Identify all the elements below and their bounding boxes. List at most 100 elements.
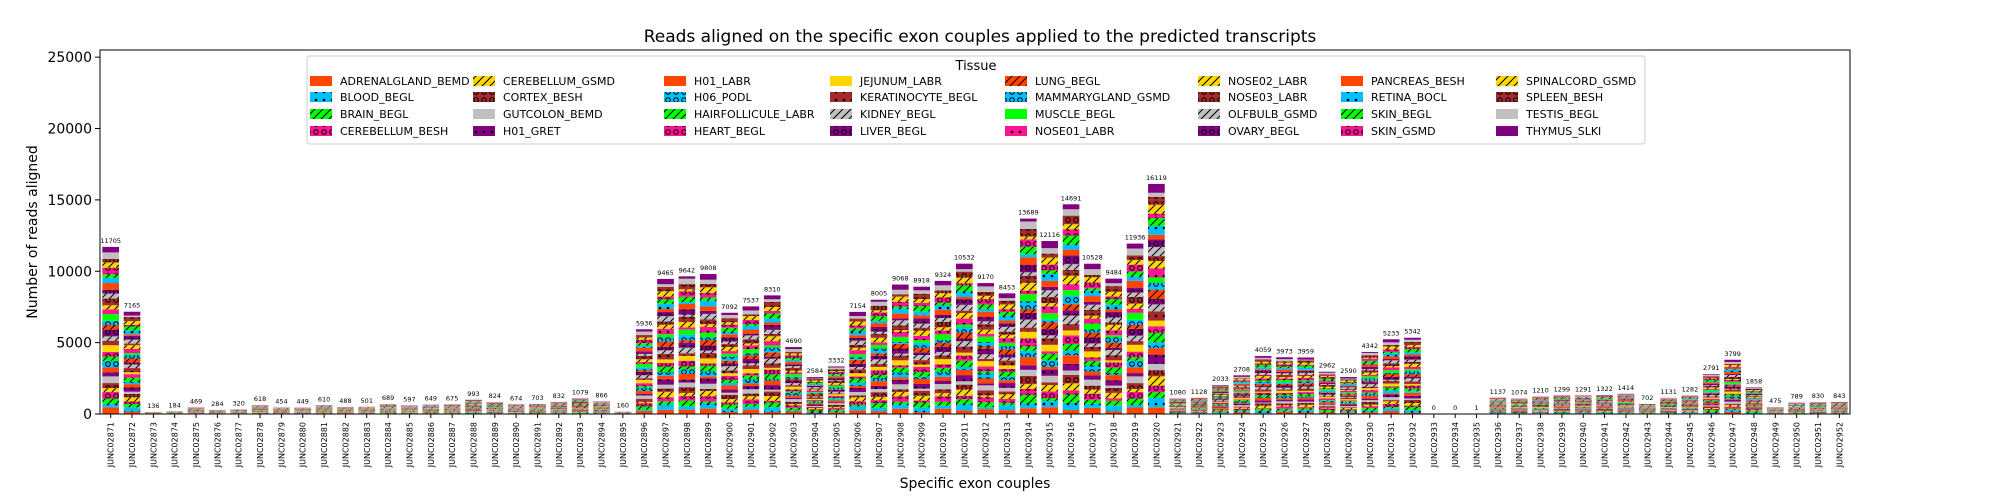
bar-segment <box>956 355 973 361</box>
legend-label: PANCREAS_BESH <box>1371 75 1465 88</box>
data-label: 9642 <box>679 266 696 274</box>
bar-segment <box>827 369 845 372</box>
data-label: 7537 <box>743 296 760 304</box>
bar-segment <box>849 331 866 336</box>
x-tick-label: JUNC02918 <box>1110 422 1119 468</box>
bar-segment <box>123 391 141 395</box>
bar-segment <box>1745 398 1763 400</box>
bar-segment <box>1404 392 1421 396</box>
bar-stack <box>1596 395 1613 414</box>
data-label: 2584 <box>807 367 824 375</box>
bar-segment <box>1041 248 1059 254</box>
bar-segment <box>1532 408 1549 410</box>
bar-segment <box>1382 379 1400 381</box>
x-tick-label: JUNC02912 <box>982 422 991 468</box>
bar-segment <box>1105 355 1123 361</box>
bar-segment <box>1660 410 1677 411</box>
x-tick-label: JUNC02939 <box>1558 422 1567 468</box>
bar-segment <box>1382 342 1400 345</box>
bar-segment <box>1020 301 1037 310</box>
bar-segment <box>1233 382 1251 384</box>
bar-segment <box>1340 387 1357 389</box>
data-label: 11705 <box>100 237 121 245</box>
bar-segment <box>1532 399 1549 400</box>
bar-segment <box>806 398 824 400</box>
bar-segment <box>742 385 760 390</box>
legend-swatch <box>1198 109 1220 119</box>
bar-segment <box>891 401 909 405</box>
data-label: 8453 <box>999 283 1016 291</box>
bar-segment <box>1510 403 1528 405</box>
bar-segment <box>998 394 1016 400</box>
bar-segment <box>1510 401 1528 403</box>
bar-segment <box>1105 360 1123 363</box>
bar-segment <box>1318 402 1336 404</box>
bar-segment <box>1617 393 1635 395</box>
bar-segment <box>1254 384 1272 387</box>
bar-segment <box>1404 391 1421 393</box>
bar-segment <box>1660 401 1677 402</box>
bar-segment <box>763 358 781 364</box>
bar-segment <box>1041 303 1059 307</box>
x-tick-label: JUNC02888 <box>469 422 478 468</box>
bar-segment <box>1660 398 1677 400</box>
bar-segment <box>1254 369 1272 371</box>
bar-segment <box>913 372 930 377</box>
bar-segment <box>870 301 888 306</box>
bar-segment <box>1660 403 1677 405</box>
bar-segment <box>1020 246 1037 255</box>
bar-segment <box>1617 400 1635 401</box>
bar-segment <box>1297 399 1315 402</box>
bar-segment <box>1190 407 1208 409</box>
bar-segment <box>1745 391 1763 393</box>
x-tick-label: JUNC02878 <box>256 422 265 468</box>
bar-segment <box>1489 405 1507 406</box>
bar-segment <box>785 407 802 411</box>
bar-segment <box>1062 255 1080 265</box>
bar-segment <box>870 353 888 356</box>
bar-segment <box>102 403 119 408</box>
bar-segment <box>1254 367 1272 370</box>
bar-segment <box>934 393 952 397</box>
bar-segment <box>1318 412 1336 414</box>
bar-segment <box>785 347 802 350</box>
bar-segment <box>1340 396 1357 398</box>
x-tick-label: JUNC02940 <box>1579 422 1588 468</box>
bar-segment <box>1553 402 1571 404</box>
bar-segment <box>763 363 781 368</box>
bar-segment <box>1318 375 1336 377</box>
bar-segment <box>870 396 888 401</box>
bar-segment <box>699 401 717 404</box>
bar-segment <box>1276 357 1293 360</box>
bar-segment <box>1404 409 1421 413</box>
bar-segment <box>1297 375 1315 376</box>
bar-segment <box>699 326 717 333</box>
x-tick-label: JUNC02949 <box>1771 422 1780 468</box>
bar-segment <box>678 302 696 305</box>
bar-segment <box>1126 312 1144 320</box>
bar-segment <box>1084 337 1101 344</box>
bar-segment <box>998 371 1016 377</box>
bar-segment <box>998 315 1016 321</box>
bar-segment <box>1510 400 1528 402</box>
bar-segment <box>1254 392 1272 395</box>
bar-segment <box>870 331 888 335</box>
legend-item: ADRENALGLAND_BEMD <box>310 75 470 88</box>
bar-segment <box>806 379 824 381</box>
bar-segment <box>891 343 909 349</box>
bar-segment <box>913 384 930 389</box>
bar-segment <box>1105 411 1123 414</box>
bar-segment <box>465 406 482 407</box>
bar-segment <box>763 333 781 337</box>
legend-label: CEREBELLUM_GSMD <box>503 75 615 88</box>
bar-segment <box>1041 306 1059 314</box>
legend-item: BLOOD_BEGL <box>310 91 415 104</box>
legend-label: THYMUS_SLKI <box>1525 125 1601 138</box>
bar-segment <box>1318 371 1336 373</box>
bar-segment <box>1681 400 1699 402</box>
bar-segment <box>1254 386 1272 388</box>
bar-segment <box>1169 411 1187 413</box>
bar-segment <box>1084 309 1101 316</box>
bar-segment <box>1041 391 1059 399</box>
bar-segment <box>891 355 909 361</box>
